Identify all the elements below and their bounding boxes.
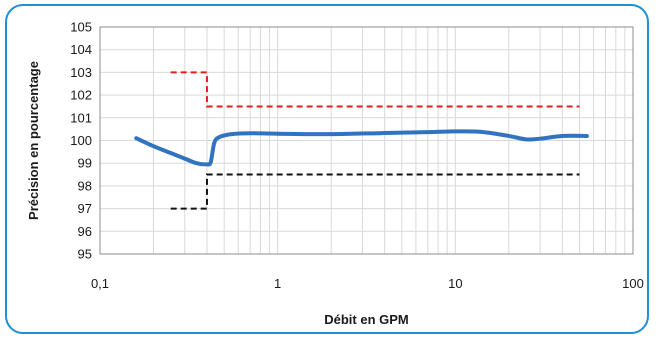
y-tick-label: 97 [78, 201, 92, 216]
x-tick-labels: 0,1 1 10 100 [91, 276, 644, 291]
series-line-upper-limit [170, 71, 580, 108]
y-tick-label: 96 [78, 224, 92, 239]
y-tick-label: 99 [78, 156, 92, 171]
y-tick-label: 105 [70, 20, 92, 35]
x-tick-label: 0,1 [91, 276, 109, 291]
y-tick-label: 102 [70, 88, 92, 103]
y-axis-label: Précision en pourcentage [26, 61, 41, 220]
y-tick-label: 104 [70, 42, 92, 57]
y-tick-label: 98 [78, 178, 92, 193]
y-tick-label: 95 [78, 247, 92, 262]
grid [99, 26, 633, 255]
y-tick-label: 103 [70, 65, 92, 80]
x-axis-label: Débit en GPM [324, 312, 409, 327]
series-group [134, 71, 589, 210]
series-line-accuracy [134, 129, 589, 167]
y-tick-label: 100 [70, 133, 92, 148]
series-line-lower-limit [170, 173, 580, 210]
x-tick-label: 100 [622, 276, 644, 291]
x-tick-label: 1 [274, 276, 281, 291]
y-tick-labels: 95 96 97 98 99 100 101 102 103 104 105 [70, 20, 92, 262]
plot-area [99, 26, 634, 255]
x-tick-label: 10 [448, 276, 462, 291]
y-tick-label: 101 [70, 110, 92, 125]
chart-frame [5, 4, 649, 334]
